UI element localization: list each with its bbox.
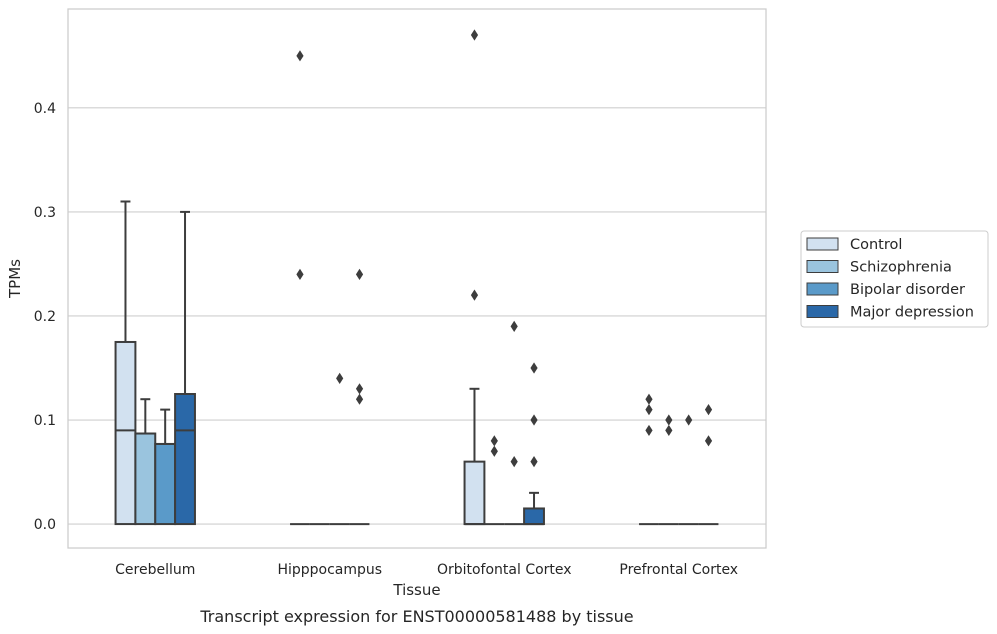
box-control [114,200,137,526]
box-schizophrenia [658,414,679,526]
box-control [639,393,659,526]
x-tick-label: Orbitofontal Cortex [437,562,572,578]
box-major-depression [698,404,719,526]
box-body [114,340,137,526]
legend-swatch [806,260,839,273]
box-major-depression [523,362,545,526]
y-tick-label: 0.0 [34,517,56,533]
box-major-depression [349,268,370,526]
outlier-point [355,268,364,280]
outlier-point [645,404,653,416]
legend-label: Bipolar disorder [850,282,965,298]
legend-swatch [806,237,839,251]
x-axis-title: Tissue [392,581,440,599]
box-body [134,432,157,526]
outlier-point [645,424,653,437]
outlier-point [355,393,364,405]
box-bipolar-disorder [154,408,177,526]
box-series [114,29,719,526]
y-tick-label: 0.3 [34,205,56,221]
figure-caption: Transcript expression for ENST0000058148… [199,607,633,626]
box-body [463,460,486,526]
box-control [463,29,486,526]
plot-area-frame [67,8,767,549]
box-body [174,393,196,526]
x-tick-label: Hipppocampus [277,562,382,578]
box-major-depression [174,210,196,526]
outlier-point [510,320,518,332]
legend-swatch [806,282,839,296]
outlier-point [355,383,364,395]
outlier-point [665,424,673,437]
box-schizophrenia [134,398,157,526]
outlier-point [490,445,498,457]
legend-swatch [806,305,839,318]
outlier-point [336,372,344,384]
outlier-point [530,456,538,468]
outlier-point [490,435,498,447]
box-control [290,50,310,526]
y-tick-label: 0.1 [34,413,56,429]
legend-label: Schizophrenia [850,260,952,276]
legend-label: Control [850,237,902,253]
outlier-point [510,456,518,468]
box-body [523,507,545,526]
y-tick-label: 0.2 [34,309,56,325]
outlier-point [470,29,479,41]
x-tick-label: Prefrontal Cortex [619,562,738,578]
box-bipolar-disorder [504,320,525,526]
outlier-point [470,289,479,301]
outlier-point [704,435,713,447]
outlier-point [296,268,304,280]
outlier-point [704,404,713,416]
outlier-point [645,393,653,405]
box-body [154,442,177,526]
x-tick-label: Cerebellum [115,562,195,578]
legend-frame [800,230,989,328]
y-tick-label: 0.4 [34,101,56,117]
box-schizophrenia [484,435,505,526]
y-axis-title: TPMs [6,259,24,299]
outlier-point [665,414,673,426]
outlier-point [685,414,693,426]
y-axis-ticks: 0.0 0.1 0.2 0.3 0.4 [34,101,56,533]
outlier-point [296,50,304,62]
outlier-point [530,362,538,374]
box-bipolar-disorder [678,414,699,526]
box-bipolar-disorder [329,372,350,526]
legend: Control Schizophrenia Bipolar disorder Majo… [800,230,989,328]
outlier-point [530,414,538,426]
legend-label: Major depression [850,305,974,321]
x-axis-ticks: Cerebellum Hipppocampus Orbitofontal Corte… [115,562,738,578]
